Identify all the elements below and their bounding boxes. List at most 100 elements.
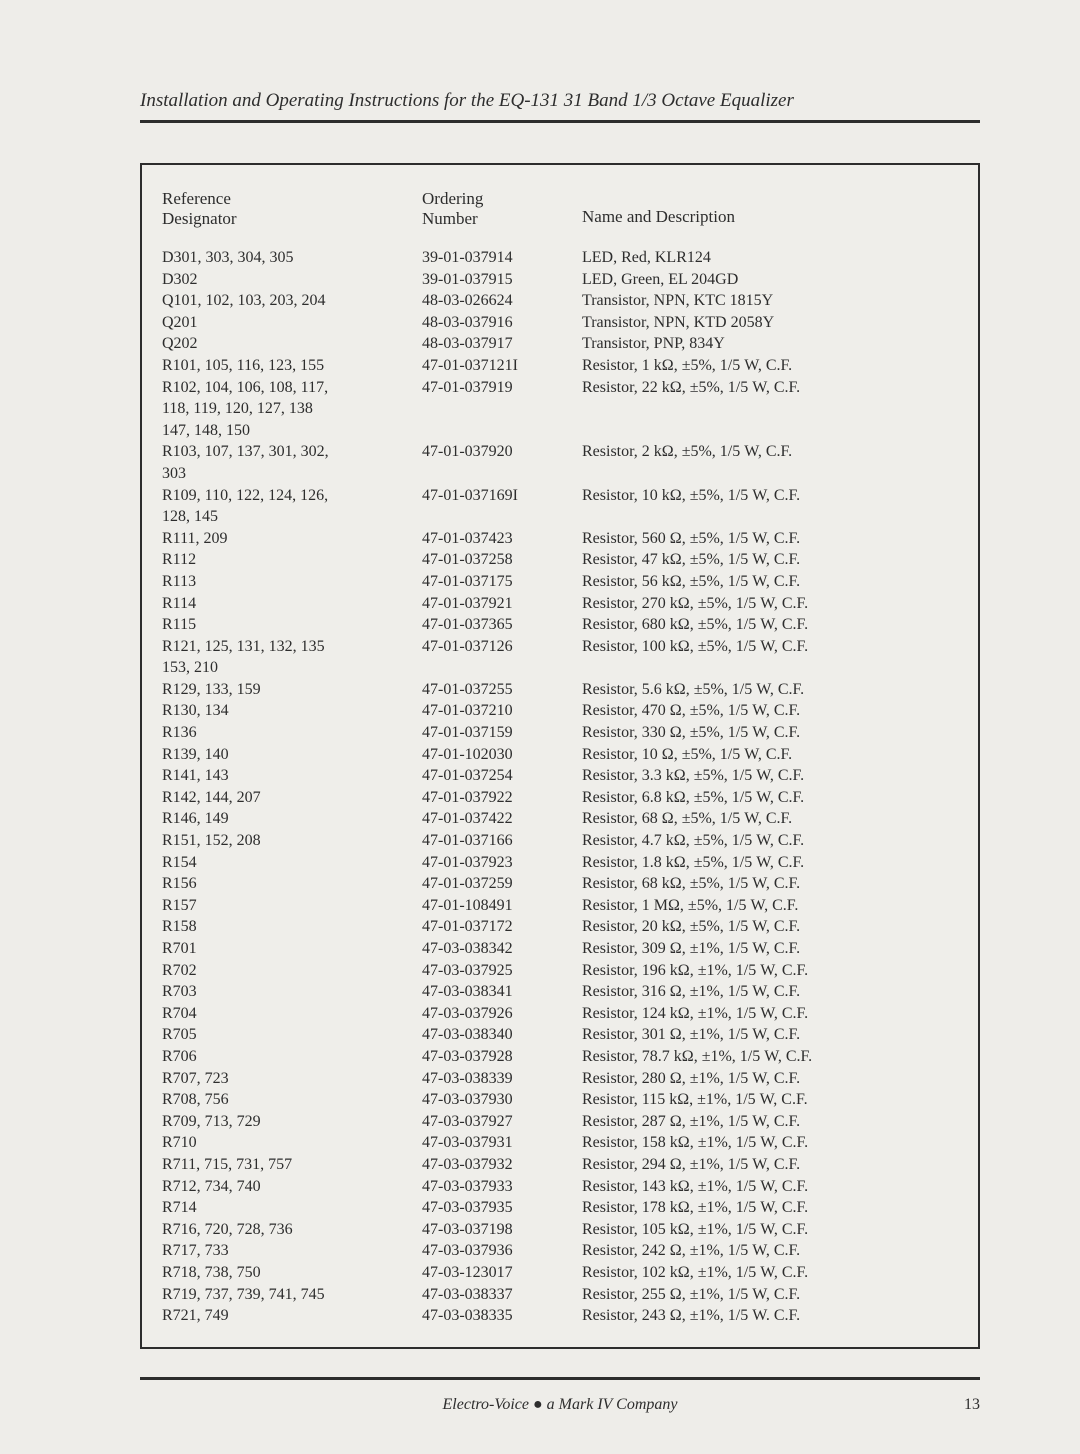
cell-reference: R705: [162, 1024, 422, 1046]
table-row: R111, 20947-01-037423Resistor, 560 Ω, ±5…: [162, 528, 958, 550]
cell-description: Resistor, 301 Ω, ±1%, 1/5 W, C.F.: [582, 1024, 958, 1046]
cell-ordering: 47-01-037423: [422, 528, 582, 550]
cell-reference: R702: [162, 960, 422, 982]
table-row: R707, 72347-03-038339Resistor, 280 Ω, ±1…: [162, 1068, 958, 1090]
cell-ordering: 47-03-038335: [422, 1305, 582, 1327]
cell-reference: R714: [162, 1197, 422, 1219]
th-reference: Reference Designator: [162, 189, 422, 229]
cell-ordering: 47-01-037210: [422, 700, 582, 722]
table-row: R70347-03-038341Resistor, 316 Ω, ±1%, 1/…: [162, 981, 958, 1003]
cell-ordering: 48-03-037916: [422, 312, 582, 334]
cell-description: Resistor, 68 kΩ, ±5%, 1/5 W, C.F.: [582, 873, 958, 895]
cell-ordering: 47-03-123017: [422, 1262, 582, 1284]
cell-ordering: 47-03-037935: [422, 1197, 582, 1219]
table-row: R121, 125, 131, 132, 135 153, 21047-01-0…: [162, 636, 958, 679]
table-row: R70547-03-038340Resistor, 301 Ω, ±1%, 1/…: [162, 1024, 958, 1046]
cell-description: Resistor, 294 Ω, ±1%, 1/5 W, C.F.: [582, 1154, 958, 1176]
table-row: R15747-01-108491Resistor, 1 MΩ, ±5%, 1/5…: [162, 895, 958, 917]
cell-ordering: 47-03-037198: [422, 1219, 582, 1241]
table-row: R139, 14047-01-102030Resistor, 10 Ω, ±5%…: [162, 744, 958, 766]
cell-ordering: 47-01-037923: [422, 852, 582, 874]
table-row: R11347-01-037175Resistor, 56 kΩ, ±5%, 1/…: [162, 571, 958, 593]
table-row: D301, 303, 304, 30539-01-037914LED, Red,…: [162, 247, 958, 269]
cell-reference: R115: [162, 614, 422, 636]
table-row: Q101, 102, 103, 203, 20448-03-026624Tran…: [162, 290, 958, 312]
cell-description: Resistor, 470 Ω, ±5%, 1/5 W, C.F.: [582, 700, 958, 722]
cell-reference: R139, 140: [162, 744, 422, 766]
cell-reference: R718, 738, 750: [162, 1262, 422, 1284]
cell-ordering: 47-01-037126: [422, 636, 582, 679]
cell-reference: R112: [162, 549, 422, 571]
cell-ordering: 47-03-037927: [422, 1111, 582, 1133]
cell-ordering: 47-01-037365: [422, 614, 582, 636]
page-number: 13: [964, 1396, 980, 1414]
cell-description: LED, Red, KLR124: [582, 247, 958, 269]
cell-reference: R109, 110, 122, 124, 126, 128, 145: [162, 485, 422, 528]
cell-ordering: 47-01-037254: [422, 765, 582, 787]
table-row: R11547-01-037365Resistor, 680 kΩ, ±5%, 1…: [162, 614, 958, 636]
cell-ordering: 47-01-108491: [422, 895, 582, 917]
cell-ordering: 47-03-037931: [422, 1132, 582, 1154]
cell-description: Resistor, 242 Ω, ±1%, 1/5 W, C.F.: [582, 1240, 958, 1262]
table-row: Q20148-03-037916Transistor, NPN, KTD 205…: [162, 312, 958, 334]
cell-ordering: 39-01-037915: [422, 269, 582, 291]
cell-description: Resistor, 3.3 kΩ, ±5%, 1/5 W, C.F.: [582, 765, 958, 787]
table-row: R70147-03-038342Resistor, 309 Ω, ±1%, 1/…: [162, 938, 958, 960]
cell-description: Resistor, 1 MΩ, ±5%, 1/5 W, C.F.: [582, 895, 958, 917]
cell-description: Resistor, 2 kΩ, ±5%, 1/5 W, C.F.: [582, 441, 958, 484]
cell-ordering: 47-01-037422: [422, 808, 582, 830]
page: Installation and Operating Instructions …: [0, 0, 1080, 1454]
cell-description: Transistor, NPN, KTD 2058Y: [582, 312, 958, 334]
cell-description: Resistor, 243 Ω, ±1%, 1/5 W. C.F.: [582, 1305, 958, 1327]
cell-reference: R719, 737, 739, 741, 745: [162, 1284, 422, 1306]
cell-reference: R707, 723: [162, 1068, 422, 1090]
table-row: Q20248-03-037917Transistor, PNP, 834Y: [162, 333, 958, 355]
table-row: R719, 737, 739, 741, 74547-03-038337Resi…: [162, 1284, 958, 1306]
cell-reference: Q201: [162, 312, 422, 334]
table-row: R70247-03-037925Resistor, 196 kΩ, ±1%, 1…: [162, 960, 958, 982]
cell-reference: R142, 144, 207: [162, 787, 422, 809]
cell-reference: D301, 303, 304, 305: [162, 247, 422, 269]
cell-description: Resistor, 330 Ω, ±5%, 1/5 W, C.F.: [582, 722, 958, 744]
cell-ordering: 47-03-037926: [422, 1003, 582, 1025]
cell-reference: R709, 713, 729: [162, 1111, 422, 1133]
cell-reference: R716, 720, 728, 736: [162, 1219, 422, 1241]
cell-ordering: 47-01-037121I: [422, 355, 582, 377]
table-row: R109, 110, 122, 124, 126, 128, 14547-01-…: [162, 485, 958, 528]
cell-reference: D302: [162, 269, 422, 291]
cell-ordering: 47-01-037259: [422, 873, 582, 895]
cell-ordering: 48-03-037917: [422, 333, 582, 355]
table-row: R718, 738, 75047-03-123017Resistor, 102 …: [162, 1262, 958, 1284]
cell-description: Resistor, 309 Ω, ±1%, 1/5 W, C.F.: [582, 938, 958, 960]
cell-ordering: 47-01-102030: [422, 744, 582, 766]
table-row: D30239-01-037915LED, Green, EL 204GD: [162, 269, 958, 291]
cell-reference: R146, 149: [162, 808, 422, 830]
cell-description: Resistor, 10 kΩ, ±5%, 1/5 W, C.F.: [582, 485, 958, 528]
cell-description: Resistor, 78.7 kΩ, ±1%, 1/5 W, C.F.: [582, 1046, 958, 1068]
cell-description: Resistor, 287 Ω, ±1%, 1/5 W, C.F.: [582, 1111, 958, 1133]
cell-ordering: 47-01-037255: [422, 679, 582, 701]
cell-reference: R113: [162, 571, 422, 593]
table-row: R15847-01-037172Resistor, 20 kΩ, ±5%, 1/…: [162, 916, 958, 938]
cell-reference: R129, 133, 159: [162, 679, 422, 701]
cell-description: Resistor, 270 kΩ, ±5%, 1/5 W, C.F.: [582, 593, 958, 615]
cell-description: Resistor, 196 kΩ, ±1%, 1/5 W, C.F.: [582, 960, 958, 982]
cell-ordering: 47-01-037169I: [422, 485, 582, 528]
cell-description: Resistor, 4.7 kΩ, ±5%, 1/5 W, C.F.: [582, 830, 958, 852]
table-row: R709, 713, 72947-03-037927Resistor, 287 …: [162, 1111, 958, 1133]
cell-reference: R151, 152, 208: [162, 830, 422, 852]
cell-description: Transistor, PNP, 834Y: [582, 333, 958, 355]
cell-reference: R704: [162, 1003, 422, 1025]
cell-reference: R712, 734, 740: [162, 1176, 422, 1198]
cell-description: Resistor, 47 kΩ, ±5%, 1/5 W, C.F.: [582, 549, 958, 571]
cell-ordering: 47-01-037921: [422, 593, 582, 615]
cell-ordering: 47-03-038339: [422, 1068, 582, 1090]
cell-description: Resistor, 5.6 kΩ, ±5%, 1/5 W, C.F.: [582, 679, 958, 701]
cell-description: Resistor, 22 kΩ, ±5%, 1/5 W, C.F.: [582, 377, 958, 442]
cell-ordering: 47-01-037919: [422, 377, 582, 442]
table-row: R141, 14347-01-037254Resistor, 3.3 kΩ, ±…: [162, 765, 958, 787]
cell-description: Resistor, 56 kΩ, ±5%, 1/5 W, C.F.: [582, 571, 958, 593]
cell-reference: R114: [162, 593, 422, 615]
cell-reference: R102, 104, 106, 108, 117, 118, 119, 120,…: [162, 377, 422, 442]
cell-description: Resistor, 102 kΩ, ±1%, 1/5 W, C.F.: [582, 1262, 958, 1284]
